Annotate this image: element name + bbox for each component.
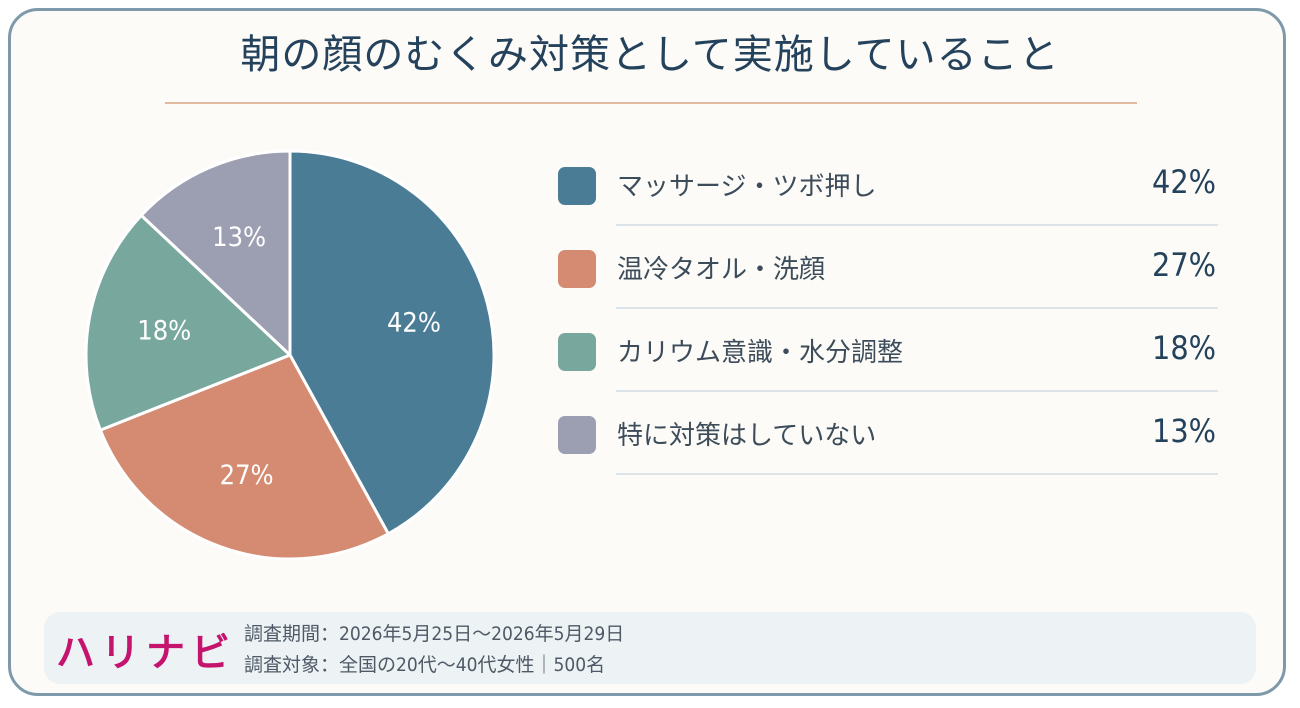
legend-label: 温冷タオル・洗顔 — [617, 255, 826, 285]
chart-title: 朝の顔のむくみ対策として実施していること — [240, 32, 1060, 78]
pie-chart: 42% 27% 18% 13% — [84, 149, 496, 561]
pie-slice — [98, 353, 390, 561]
survey-footer: ハリナビ 調査期間：2026年5月25日～2026年5月29日 調査対象：全国の… — [44, 612, 1256, 684]
legend-swatch — [558, 333, 596, 371]
pie-slice-label: 18% — [137, 316, 191, 347]
legend-label: マッサージ・ツボ押し — [617, 172, 877, 202]
pie-slice — [139, 149, 292, 357]
legend-value: 27% — [1152, 246, 1216, 284]
pie-slice — [84, 213, 292, 432]
legend-value: 18% — [1152, 329, 1216, 367]
legend-item-2: 温冷タオル・洗顔 27% — [558, 229, 1218, 313]
legend-swatch — [558, 250, 596, 288]
legend-value: 42% — [1152, 163, 1216, 201]
pie-slice-label: 27% — [220, 460, 274, 491]
legend-item-3: カリウム意識・水分調整 18% — [558, 312, 1218, 396]
legend-item-1: マッサージ・ツボ押し 42% — [558, 146, 1218, 230]
pie-slice — [288, 149, 496, 536]
legend-label: カリウム意識・水分調整 — [617, 338, 904, 368]
legend-swatch — [558, 167, 596, 205]
legend-divider — [616, 224, 1218, 226]
brand-logo: ハリナビ — [56, 631, 237, 676]
legend-divider — [616, 473, 1218, 475]
survey-period: 調査期間：2026年5月25日～2026年5月29日 — [244, 623, 625, 645]
legend-label: 特に対策はしていない — [617, 421, 877, 451]
survey-target: 調査対象：全国の20代～40代女性｜500名 — [244, 654, 606, 676]
legend-item-4: 特に対策はしていない 13% — [558, 395, 1218, 479]
legend-divider — [616, 307, 1218, 309]
pie-slice-label: 42% — [387, 308, 441, 339]
title-divider — [165, 102, 1137, 104]
legend-swatch — [558, 416, 596, 454]
legend-value: 13% — [1152, 412, 1216, 450]
legend-divider — [616, 390, 1218, 392]
pie-slice-label: 13% — [212, 222, 266, 253]
